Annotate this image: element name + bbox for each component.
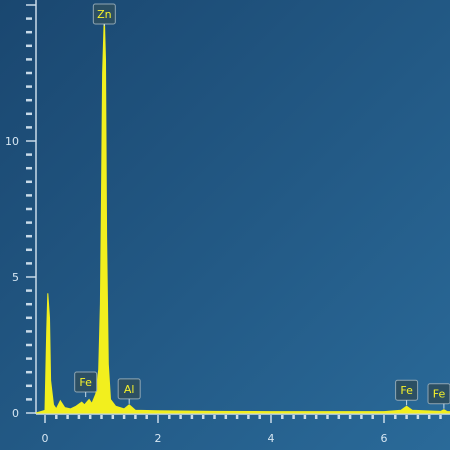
y-tick-label: 5	[12, 271, 19, 284]
spectrum-area-0	[35, 15, 450, 414]
peak-label-fe: Fe	[433, 388, 446, 401]
y-tick-label: 0	[12, 407, 19, 420]
peak-label-box	[427, 383, 450, 405]
x-tick-label: 0	[42, 432, 49, 445]
peak-label-al: Al	[124, 383, 135, 396]
x-tick-label: 4	[268, 432, 275, 445]
x-tick-label: 6	[381, 432, 388, 445]
peak-label-zn: Zn	[97, 8, 112, 21]
peak-label-fe: Fe	[79, 376, 92, 389]
peak-label-fe: Fe	[400, 384, 413, 397]
y-tick-label: 10	[5, 135, 19, 148]
x-tick-label: 2	[155, 432, 162, 445]
